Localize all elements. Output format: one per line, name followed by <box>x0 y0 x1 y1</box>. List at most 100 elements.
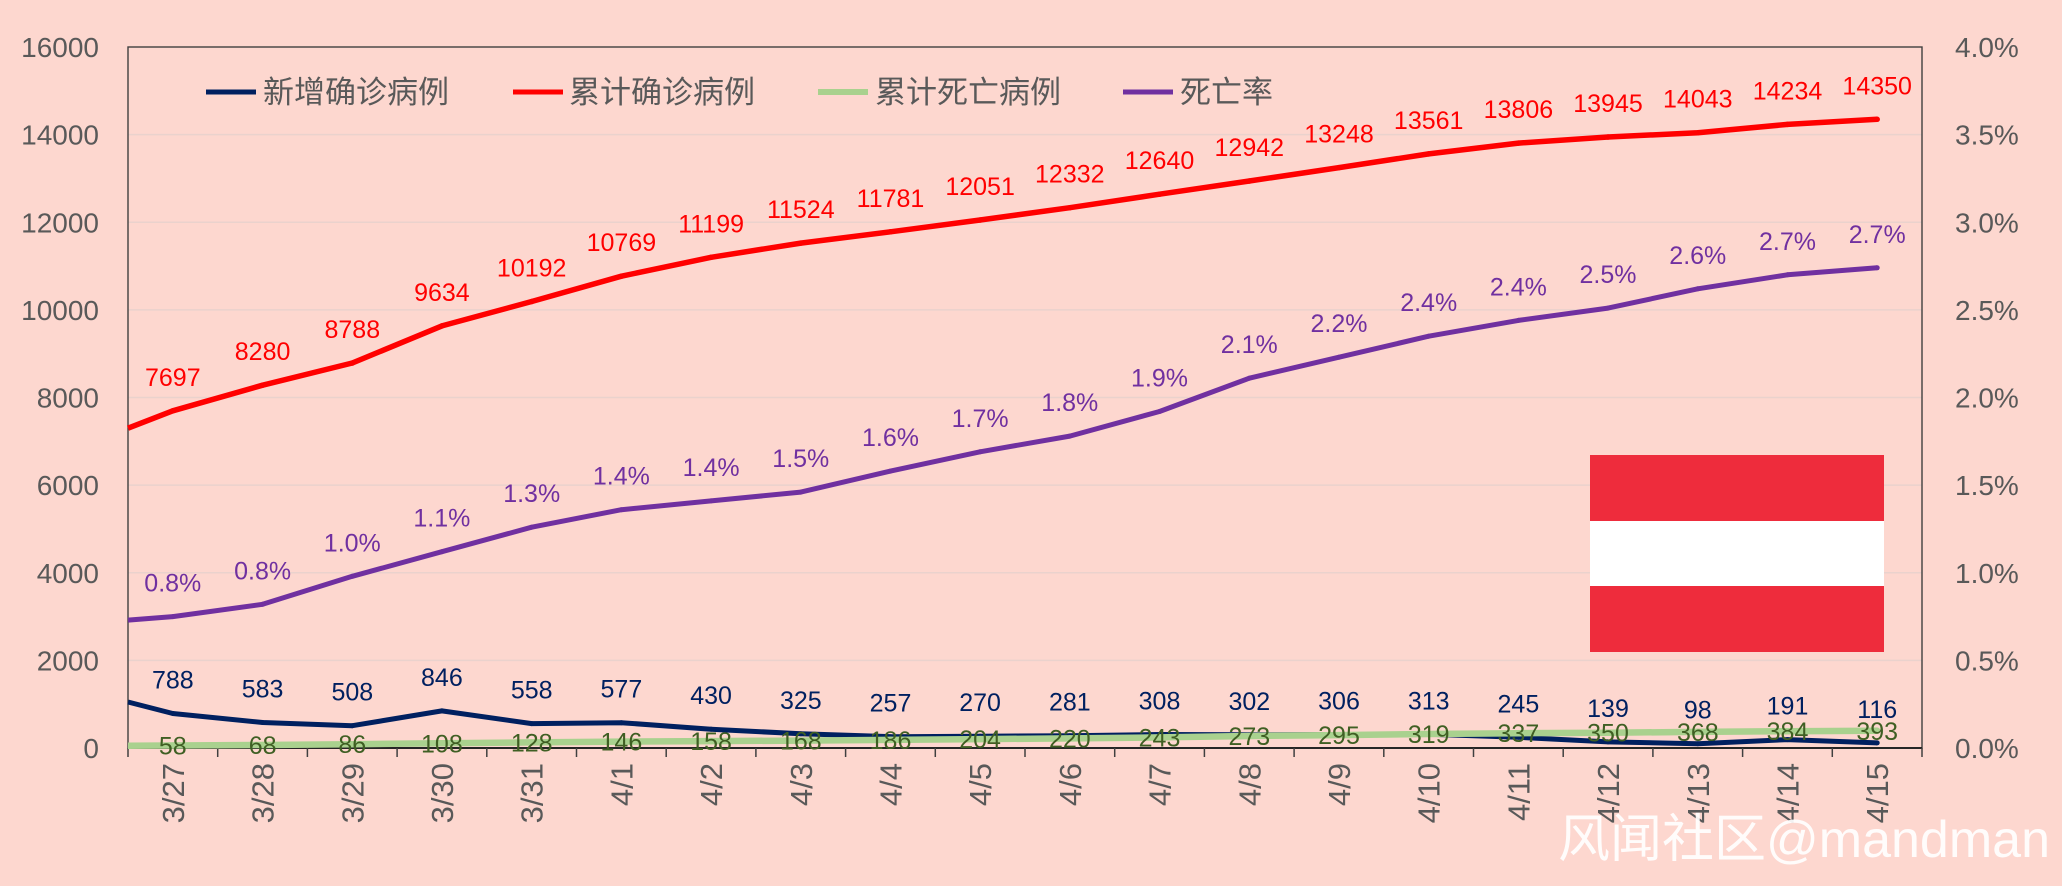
death-rate-data-label: 2.7% <box>1849 221 1906 249</box>
death-rate-point <box>1515 317 1521 323</box>
death-rate-point <box>1785 272 1790 278</box>
cumulative-deaths-data-label: 393 <box>1856 718 1898 746</box>
cumulative-cases-data-label: 14043 <box>1663 86 1733 114</box>
cumulative-cases-point <box>528 298 535 305</box>
x-tick-label: 4/11 <box>1501 763 1536 821</box>
cumulative-deaths-point <box>1515 729 1522 737</box>
death-rate-data-label: 2.5% <box>1580 261 1637 289</box>
x-tick-label: 4/3 <box>784 763 819 806</box>
cumulative-cases-point <box>259 382 266 388</box>
cumulative-deaths-point <box>797 737 805 744</box>
death-rate-point <box>529 524 535 530</box>
cumulative-deaths-point <box>1604 729 1612 736</box>
legend-label-new-cases: 新增确诊病例 <box>263 75 449 110</box>
austria-flag-icon <box>1590 455 1884 652</box>
cumulative-deaths-point <box>707 737 715 745</box>
death-rate-data-label: 2.6% <box>1669 242 1726 270</box>
cumulative-deaths-data-label: 350 <box>1587 720 1629 748</box>
cumulative-deaths-data-label: 86 <box>338 731 366 759</box>
cumulative-deaths-point <box>438 740 446 747</box>
death-rate-data-label: 2.4% <box>1400 289 1457 317</box>
cumulative-cases-data-label: 12640 <box>1125 147 1195 175</box>
cumulative-deaths-data-label: 58 <box>159 733 187 761</box>
cumulative-deaths-data-label: 368 <box>1677 719 1719 747</box>
death-rate-point <box>977 449 983 455</box>
cumulative-deaths-data-label: 220 <box>1049 725 1091 753</box>
data-labels: 788 583 508 846 558 577 430 325 257 270 281 308 302 3… <box>144 72 1912 760</box>
cumulative-deaths-point <box>1873 727 1881 735</box>
cumulative-cases-point <box>1246 178 1253 184</box>
x-tick-label: 3/28 <box>246 763 281 823</box>
series-lines <box>127 116 1881 750</box>
cumulative-cases-point <box>887 229 894 235</box>
death-rate-data-label: 1.7% <box>952 405 1009 433</box>
death-rate-point <box>349 573 355 579</box>
cumulative-deaths-data-label: 68 <box>249 732 277 760</box>
cumulative-cases-point <box>618 273 625 279</box>
new-cases-point <box>349 723 355 729</box>
x-tick-label: 4/9 <box>1322 763 1357 806</box>
x-tick-label: 4/2 <box>694 763 729 806</box>
cumulative-deaths-point <box>1335 731 1343 739</box>
death-rate-data-label: 2.4% <box>1490 273 1547 301</box>
cumulative-deaths-point <box>1425 730 1432 738</box>
new-cases-data-label: 191 <box>1767 693 1809 721</box>
death-rate-point <box>1246 375 1252 381</box>
cumulative-deaths-point <box>976 735 984 743</box>
cumulative-cases-point <box>170 408 176 414</box>
cumulative-cases-data-label: 12051 <box>945 173 1015 201</box>
new-cases-data-label: 139 <box>1587 695 1629 723</box>
cumulative-cases-data-label: 12332 <box>1035 161 1105 189</box>
cumulative-cases-data-label: 13806 <box>1484 96 1554 124</box>
x-tick-label: 4/10 <box>1412 763 1447 823</box>
cumulative-deaths-data-label: 273 <box>1228 723 1270 751</box>
x-tick-label: 4/4 <box>874 763 909 806</box>
death-rate-point <box>708 498 714 504</box>
left-y-axis: 0 2000 4000 6000 8000 10000 12000 14000 16000 <box>21 32 99 764</box>
x-tick-label: 3/30 <box>425 763 460 823</box>
death-rate-data-label: 1.8% <box>1041 389 1098 417</box>
left-y-tick-label: 16000 <box>21 32 99 63</box>
death-rate-point <box>1067 433 1073 439</box>
cumulative-deaths-data-label: 186 <box>870 727 912 755</box>
right-y-tick-label: 0.0% <box>1955 733 2019 764</box>
cumulative-deaths-data-label: 168 <box>780 728 822 756</box>
new-cases-data-label: 325 <box>780 687 822 715</box>
left-y-tick-label: 14000 <box>21 120 99 151</box>
cumulative-deaths-data-label: 295 <box>1318 722 1360 750</box>
new-cases-data-label: 306 <box>1318 688 1360 716</box>
cumulative-cases-point <box>1425 151 1432 157</box>
new-cases-point <box>529 721 535 727</box>
x-tick-label: 3/27 <box>156 763 191 823</box>
cumulative-cases-point <box>798 240 804 246</box>
death-rate-point <box>618 507 624 513</box>
death-rate-data-label: 1.3% <box>503 480 560 508</box>
cumulative-deaths-point <box>887 736 894 744</box>
death-rate-data-label: 1.1% <box>413 505 470 533</box>
cumulative-deaths-point <box>169 742 177 749</box>
new-cases-point <box>708 726 714 732</box>
cumulative-deaths-point <box>349 740 356 748</box>
cumulative-deaths-point <box>528 739 535 746</box>
x-tick-label: 4/6 <box>1053 763 1088 806</box>
death-rate-data-label: 1.0% <box>324 529 381 557</box>
cumulative-cases-point <box>1605 134 1611 140</box>
cumulative-deaths-data-label: 158 <box>690 728 732 756</box>
flag-stripe-top <box>1590 455 1884 521</box>
x-tick-label: 3/29 <box>335 763 370 823</box>
right-y-tick-label: 1.0% <box>1955 558 2019 589</box>
death-rate-point <box>439 549 445 555</box>
death-rate-data-label: 1.4% <box>683 454 740 482</box>
cumulative-deaths-point <box>259 741 266 749</box>
new-cases-data-label: 281 <box>1049 689 1091 717</box>
new-cases-point <box>1605 739 1611 745</box>
legend-item-cumulative-deaths: 累计死亡病例 <box>818 75 1061 110</box>
death-rate-data-label: 2.7% <box>1759 228 1816 256</box>
cumulative-deaths-data-label: 128 <box>511 729 553 757</box>
death-rate-point <box>170 614 176 620</box>
cumulative-deaths-data-label: 108 <box>421 730 463 758</box>
death-rate-point <box>798 489 804 495</box>
cumulative-cases-point <box>349 360 356 366</box>
